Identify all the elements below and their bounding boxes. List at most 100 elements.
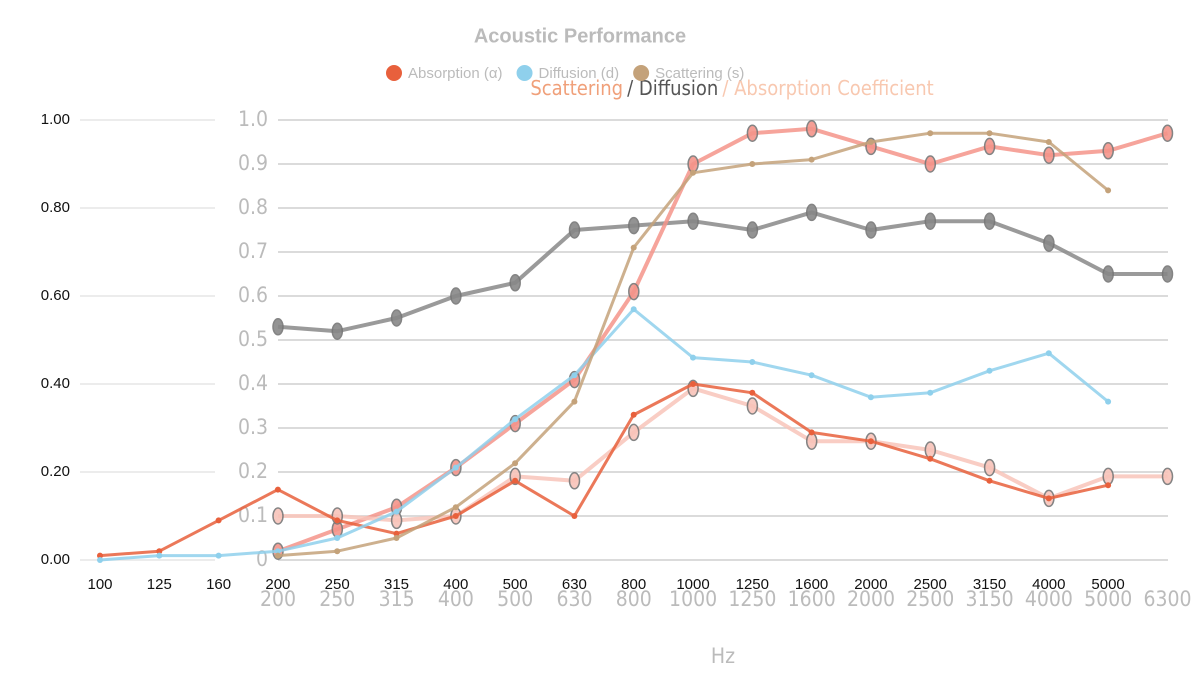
point xyxy=(1102,467,1114,486)
point xyxy=(390,309,403,327)
point xyxy=(746,397,759,415)
series-line xyxy=(277,131,1110,558)
point xyxy=(808,156,815,163)
y-tick-label: 0.3 xyxy=(238,415,268,439)
point xyxy=(1105,482,1112,489)
point xyxy=(628,423,640,442)
y-tick-label: 0.20 xyxy=(41,463,70,480)
x-tick-label: 3150 xyxy=(966,587,1014,611)
point xyxy=(512,460,519,467)
point xyxy=(215,552,222,559)
x-tick-label: 5000 xyxy=(1084,587,1132,611)
point xyxy=(927,130,934,137)
legend-swatch xyxy=(386,65,402,81)
title-part: / Absorption Coefficient xyxy=(722,76,933,100)
point xyxy=(1102,265,1114,283)
point xyxy=(983,137,996,156)
x-tick-label: 500 xyxy=(503,576,528,593)
point xyxy=(924,441,937,459)
point xyxy=(390,511,403,530)
point xyxy=(452,464,459,471)
x-axis-label: Hz xyxy=(711,644,735,668)
legend-swatch xyxy=(633,65,650,81)
x-tick-label: 800 xyxy=(616,587,652,611)
y-tick-label: 0.8 xyxy=(238,195,268,219)
point xyxy=(628,282,640,301)
front-chart: 0.00 0.20 0.40 0.60 0.80 1.00 100 125 160 200 250 3… xyxy=(41,25,1125,593)
point xyxy=(749,389,756,396)
point xyxy=(808,429,815,436)
point xyxy=(986,130,993,137)
x-tick-label: 1250 xyxy=(736,576,769,593)
point xyxy=(690,354,696,361)
point xyxy=(924,212,937,230)
y-tick-label: 0.9 xyxy=(238,151,268,175)
point xyxy=(393,530,400,537)
point xyxy=(805,120,818,138)
x-tick-label: 1000 xyxy=(676,576,709,593)
legend-label: Diffusion (d) xyxy=(539,65,620,82)
y-tick-label: 0.4 xyxy=(238,371,268,395)
point xyxy=(571,513,578,519)
y-tick-label: 1.0 xyxy=(238,107,268,131)
x-tick-label: 630 xyxy=(562,576,587,593)
y-tick-label: 0.7 xyxy=(238,239,268,263)
point xyxy=(805,203,818,222)
point xyxy=(274,548,281,555)
x-tick-label: 1250 xyxy=(728,587,776,611)
point xyxy=(924,155,937,173)
x-tick-label: 1600 xyxy=(795,576,828,593)
point xyxy=(927,455,934,462)
x-tick-label: 2500 xyxy=(906,587,954,611)
point xyxy=(687,155,699,173)
x-tick-label: 250 xyxy=(325,576,350,593)
point xyxy=(749,161,756,167)
x-tick-label: 315 xyxy=(384,576,409,593)
point xyxy=(334,517,341,524)
point xyxy=(97,552,103,559)
point xyxy=(571,398,578,405)
series-line xyxy=(99,382,1109,558)
point xyxy=(986,477,993,484)
point xyxy=(1043,234,1055,252)
point xyxy=(393,508,400,515)
x-tick-label: 2000 xyxy=(854,576,887,593)
chart-title: Acoustic Performance xyxy=(474,25,686,47)
point xyxy=(630,306,637,313)
point xyxy=(867,394,874,401)
x-tick-label: 315 xyxy=(379,587,415,611)
x-tick-label: 200 xyxy=(265,576,290,593)
y-tick-label: 0.60 xyxy=(41,287,70,304)
point xyxy=(334,548,341,555)
point xyxy=(393,535,400,541)
x-tick-label: 800 xyxy=(621,576,646,593)
series-line xyxy=(99,307,1110,562)
point xyxy=(571,372,578,379)
point xyxy=(1102,142,1114,160)
x-tick-label: 6300 xyxy=(1143,587,1191,611)
point xyxy=(334,535,341,541)
point xyxy=(452,504,459,511)
series-line xyxy=(277,210,1168,334)
point xyxy=(808,372,815,379)
y-tick-label: 0.6 xyxy=(238,283,268,307)
title-part: Scattering xyxy=(530,76,623,100)
point xyxy=(805,432,818,450)
legend-label: Absorption (α) xyxy=(408,65,503,82)
point xyxy=(927,389,934,396)
x-tick-label: 250 xyxy=(319,587,355,611)
point xyxy=(1161,265,1174,283)
y-tick-label: 1.00 xyxy=(41,111,70,128)
x-tick-label: 3150 xyxy=(973,576,1006,593)
point xyxy=(630,244,637,251)
point xyxy=(986,367,993,374)
series-line xyxy=(277,126,1169,554)
point xyxy=(97,557,103,563)
point xyxy=(512,477,519,484)
point xyxy=(272,318,284,336)
point xyxy=(749,359,756,365)
point xyxy=(272,507,284,525)
point xyxy=(156,548,163,555)
